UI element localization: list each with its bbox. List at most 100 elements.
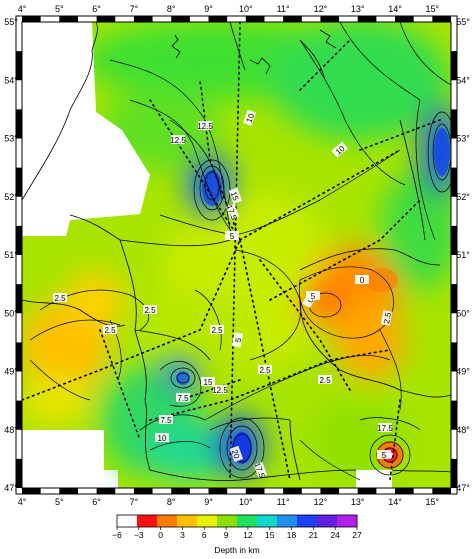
contour-label: 15	[201, 377, 215, 387]
contour-label: 2.5	[258, 365, 272, 375]
svg-text:2.5: 2.5	[104, 326, 116, 335]
frame-segment	[283, 488, 302, 494]
lon-tick-label-bottom: 7°	[130, 497, 139, 507]
frame-segment	[22, 16, 41, 22]
frame-segment	[16, 51, 22, 81]
contour-label: 12.5	[170, 135, 186, 145]
colorbar-swatch	[217, 515, 238, 527]
lat-tick-label-right: 50°	[456, 308, 470, 318]
svg-text:2.5: 2.5	[211, 326, 223, 335]
frame-segment	[16, 284, 22, 314]
contour-label: 10	[155, 433, 169, 443]
svg-text:17.5: 17.5	[377, 424, 393, 433]
lat-tick-label-left: 49°	[4, 367, 18, 377]
colorbar-swatch	[177, 515, 198, 527]
colorbar-tick-label: −6	[112, 530, 122, 540]
colorbar-tick-label: 15	[265, 530, 275, 540]
lat-tick-label-right: 48°	[456, 425, 470, 435]
colorbar-swatch	[237, 515, 258, 527]
lon-tick-label-bottom: 8°	[167, 497, 176, 507]
svg-text:7.5: 7.5	[160, 416, 172, 425]
lon-tick-label-bottom: 15°	[426, 497, 440, 507]
frame-segment	[320, 488, 340, 494]
contour-label: 0	[355, 275, 369, 285]
frame-segment	[451, 167, 457, 197]
frame-segment	[451, 400, 457, 430]
frame-segment	[16, 458, 22, 488]
frame-segment	[320, 16, 340, 22]
frame-segment	[133, 488, 153, 494]
contour-label: 20	[230, 445, 244, 462]
colorbar: −6 −3 0 3 6 9 12 15 18 21 24 27	[112, 514, 362, 540]
lat-tick-label-right: 53°	[456, 134, 470, 144]
lat-tick-label-left: 48°	[4, 425, 18, 435]
lat-tick-label-left: 50°	[4, 308, 18, 318]
svg-text:20: 20	[230, 448, 242, 460]
lon-tick-label-top: 8°	[167, 4, 176, 14]
contour-labels: 12.512.510101517.552.52.52.52.50057.57.5…	[53, 109, 393, 480]
svg-text:10: 10	[245, 112, 257, 124]
lon-tick-label-top: 10°	[239, 4, 253, 14]
frame-segment	[16, 225, 22, 255]
lon-tick-label-top: 4°	[18, 4, 27, 14]
colorbar-tick-label: −3	[134, 530, 144, 540]
lat-tick-label-left: 55°	[4, 17, 18, 27]
lon-tick-label-top: 13°	[351, 4, 365, 14]
contour-label: 17.5	[377, 423, 393, 433]
lon-tick-label-bottom: 5°	[55, 497, 64, 507]
frame-segment	[245, 16, 265, 22]
contour-label: 2.5	[380, 310, 393, 326]
colorbar-swatch	[117, 515, 138, 527]
svg-text:5: 5	[382, 451, 387, 460]
svg-text:5: 5	[311, 292, 316, 301]
contour-label: 5	[306, 291, 320, 301]
lon-tick-label-bottom: 10°	[239, 497, 253, 507]
svg-text:15: 15	[204, 378, 213, 387]
frame-segment	[16, 400, 22, 430]
contour-label: 2.5	[53, 293, 67, 303]
frame-segment	[16, 109, 22, 139]
lon-tick-label-top: 5°	[55, 4, 64, 14]
axis-ticks: 4° 4° 5° 5° 6° 6° 7° 7° 8° 8° 9° 9° 10° 10° 11° 11° 12° 1…	[4, 4, 470, 507]
colorbar-tick-label: 18	[287, 530, 297, 540]
lat-tick-label-right: 49°	[456, 367, 470, 377]
colorbar-swatch	[317, 515, 338, 527]
svg-text:0: 0	[360, 276, 365, 285]
lon-tick-label-bottom: 6°	[92, 497, 101, 507]
frame-segment	[16, 167, 22, 197]
frame-segment	[171, 16, 190, 22]
colorbar-swatch	[277, 515, 298, 527]
frame-segment	[245, 488, 265, 494]
lon-tick-label-bottom: 12°	[314, 497, 328, 507]
lon-tick-label-top: 12°	[314, 4, 328, 14]
svg-text:2.5: 2.5	[259, 366, 271, 375]
lon-tick-label-bottom: 13°	[351, 497, 365, 507]
map-frame	[15, 15, 458, 495]
svg-text:15: 15	[229, 190, 241, 202]
contour-label: 7.5	[176, 393, 190, 403]
svg-text:0: 0	[305, 296, 315, 305]
colorbar-tick-label: 6	[202, 530, 207, 540]
lon-tick-label-top: 7°	[130, 4, 139, 14]
svg-text:2.5: 2.5	[144, 306, 156, 315]
lat-tick-label-right: 54°	[456, 75, 470, 85]
lon-tick-label-bottom: 11°	[277, 497, 290, 507]
lat-tick-label-left: 53°	[4, 134, 18, 144]
lon-tick-label-bottom: 14°	[388, 497, 402, 507]
svg-text:12.5: 12.5	[170, 136, 186, 145]
frame-segment	[357, 16, 377, 22]
svg-text:7.5: 7.5	[177, 394, 189, 403]
lon-tick-label-top: 14°	[388, 4, 402, 14]
frame-segment	[357, 488, 377, 494]
colorbar-title: Depth in km	[214, 545, 259, 555]
contour-label: 2.5	[210, 325, 224, 335]
frame-segment	[133, 16, 153, 22]
lon-tick-label-top: 6°	[92, 4, 101, 14]
frame-segment	[451, 342, 457, 372]
lat-tick-label-right: 55°	[456, 17, 470, 27]
frame-segment	[208, 16, 228, 22]
svg-text:5: 5	[230, 232, 235, 241]
frame-segment	[451, 51, 457, 81]
svg-text:2.5: 2.5	[382, 311, 393, 324]
contour-label: 5	[377, 450, 391, 460]
